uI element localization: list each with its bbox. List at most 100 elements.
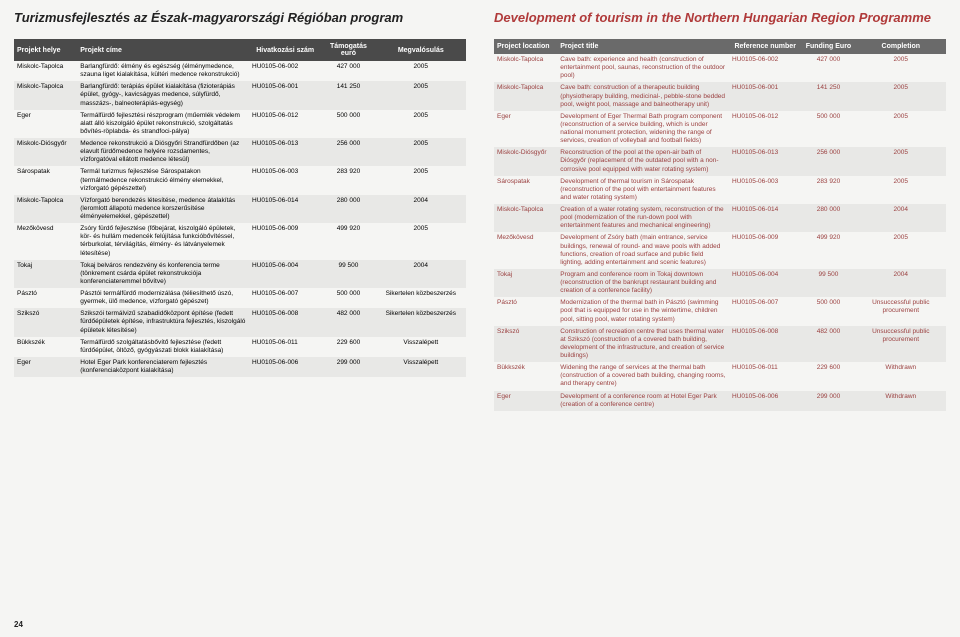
cell-amount: 427 000 xyxy=(801,54,855,82)
cell-title: Development of a conference room at Hote… xyxy=(557,391,729,411)
cell-ref: HU0105-06-001 xyxy=(729,82,801,110)
cell-location: Mezőkövesd xyxy=(494,232,557,269)
cell-ref: HU0105-06-006 xyxy=(729,391,801,411)
cell-amount: 427 000 xyxy=(321,61,375,81)
cell-ref: HU0105-06-008 xyxy=(729,326,801,363)
cell-location: Bükkszék xyxy=(494,362,557,390)
th-amount: Támogatás euró xyxy=(321,39,375,61)
cell-amount: 229 600 xyxy=(801,362,855,390)
table-row: PásztóModernization of the thermal bath … xyxy=(494,297,946,325)
cell-location: Bükkszék xyxy=(14,337,77,357)
th-location: Project location xyxy=(494,39,557,54)
cell-status: Withdrawn xyxy=(856,391,946,411)
cell-ref: HU0105-06-001 xyxy=(249,81,321,109)
cell-status: Unsuccessful public procurement xyxy=(856,326,946,363)
cell-location: Eger xyxy=(14,110,77,138)
cell-amount: 99 500 xyxy=(801,269,855,297)
th-location: Projekt helye xyxy=(14,39,77,61)
cell-ref: HU0105-06-014 xyxy=(249,195,321,223)
table-header-row: Project location Project title Reference… xyxy=(494,39,946,54)
th-title: Project title xyxy=(557,39,729,54)
cell-ref: HU0105-06-002 xyxy=(249,61,321,81)
cell-title: Program and conference room in Tokaj dow… xyxy=(557,269,729,297)
table-row: Miskolc-TapolcaBarlangfürdő: terápiás ép… xyxy=(14,81,466,109)
table-row: Miskolc-TapolcaCreation of a water rotat… xyxy=(494,204,946,232)
th-amount: Funding Euro xyxy=(801,39,855,54)
cell-ref: HU0105-06-004 xyxy=(729,269,801,297)
cell-location: Eger xyxy=(494,111,557,148)
cell-status: 2005 xyxy=(376,110,466,138)
cell-ref: HU0105-06-007 xyxy=(729,297,801,325)
cell-title: Zsóry fürdő fejlesztése (főbejárat, kisz… xyxy=(77,223,249,260)
cell-status: 2005 xyxy=(856,147,946,175)
cell-ref: HU0105-06-011 xyxy=(249,337,321,357)
cell-title: Vízforgató berendezés létesítése, medenc… xyxy=(77,195,249,223)
cell-location: Szikszó xyxy=(494,326,557,363)
cell-ref: HU0105-06-009 xyxy=(249,223,321,260)
table-row: MezőkövesdDevelopment of Zsóry bath (mai… xyxy=(494,232,946,269)
left-panel: Turizmusfejlesztés az Észak-magyarország… xyxy=(0,0,480,637)
cell-ref: HU0105-06-006 xyxy=(249,357,321,377)
th-title: Projekt címe xyxy=(77,39,249,61)
cell-title: Development of Zsóry bath (main entrance… xyxy=(557,232,729,269)
cell-title: Pásztói termálfürdő modernizálása (télie… xyxy=(77,288,249,308)
table-row: BükkszékWidening the range of services a… xyxy=(494,362,946,390)
cell-title: Modernization of the thermal bath in Pás… xyxy=(557,297,729,325)
cell-title: Reconstruction of the pool at the open-a… xyxy=(557,147,729,175)
cell-title: Development of Eger Thermal Bath program… xyxy=(557,111,729,148)
cell-location: Tokaj xyxy=(14,260,77,288)
cell-location: Eger xyxy=(14,357,77,377)
cell-location: Mezőkövesd xyxy=(14,223,77,260)
cell-status: 2005 xyxy=(856,232,946,269)
cell-status: 2005 xyxy=(856,54,946,82)
cell-status: 2004 xyxy=(376,195,466,223)
cell-amount: 499 920 xyxy=(801,232,855,269)
cell-amount: 283 920 xyxy=(801,176,855,204)
cell-location: Miskolc-Tapolca xyxy=(14,81,77,109)
cell-ref: HU0105-06-002 xyxy=(729,54,801,82)
cell-status: 2005 xyxy=(856,82,946,110)
cell-title: Construction of recreation centre that u… xyxy=(557,326,729,363)
right-panel: Development of tourism in the Northern H… xyxy=(480,0,960,637)
cell-amount: 500 000 xyxy=(801,297,855,325)
right-heading: Development of tourism in the Northern H… xyxy=(494,10,946,25)
cell-amount: 499 920 xyxy=(321,223,375,260)
cell-status: 2004 xyxy=(376,260,466,288)
cell-amount: 229 600 xyxy=(321,337,375,357)
cell-amount: 256 000 xyxy=(801,147,855,175)
table-row: EgerHotel Eger Park konferenciaterem fej… xyxy=(14,357,466,377)
cell-amount: 482 000 xyxy=(321,308,375,336)
left-heading: Turizmusfejlesztés az Észak-magyarország… xyxy=(14,10,466,25)
cell-amount: 280 000 xyxy=(321,195,375,223)
table-row: TokajProgram and conference room in Toka… xyxy=(494,269,946,297)
cell-ref: HU0105-06-008 xyxy=(249,308,321,336)
table-row: MezőkövesdZsóry fürdő fejlesztése (főbej… xyxy=(14,223,466,260)
table-row: EgerDevelopment of Eger Thermal Bath pro… xyxy=(494,111,946,148)
cell-amount: 500 000 xyxy=(321,288,375,308)
table-row: PásztóPásztói termálfürdő modernizálása … xyxy=(14,288,466,308)
cell-title: Cave bath: experience and health (constr… xyxy=(557,54,729,82)
cell-status: Sikertelen közbeszerzés xyxy=(376,308,466,336)
cell-ref: HU0105-06-013 xyxy=(249,138,321,166)
table-row: Miskolc-TapolcaBarlangfürdő: élmény és e… xyxy=(14,61,466,81)
table-row: Miskolc-DiósgyőrReconstruction of the po… xyxy=(494,147,946,175)
cell-location: Sárospatak xyxy=(14,166,77,194)
table-row: Miskolc-TapolcaVízforgató berendezés lét… xyxy=(14,195,466,223)
cell-location: Miskolc-Tapolca xyxy=(494,54,557,82)
cell-location: Miskolc-Tapolca xyxy=(14,195,77,223)
cell-amount: 280 000 xyxy=(801,204,855,232)
cell-title: Cave bath: construction of a therapeutic… xyxy=(557,82,729,110)
cell-location: Szikszó xyxy=(14,308,77,336)
cell-title: Development of thermal tourism in Sárosp… xyxy=(557,176,729,204)
cell-status: 2005 xyxy=(376,166,466,194)
cell-status: 2005 xyxy=(376,138,466,166)
cell-ref: HU0105-06-012 xyxy=(729,111,801,148)
th-ref: Hivatkozási szám xyxy=(249,39,321,61)
cell-title: Barlangfürdő: élmény és egészség (élmény… xyxy=(77,61,249,81)
table-header-row: Projekt helye Projekt címe Hivatkozási s… xyxy=(14,39,466,61)
cell-status: 2004 xyxy=(856,204,946,232)
table-row: Miskolc-TapolcaCave bath: construction o… xyxy=(494,82,946,110)
cell-status: Withdrawn xyxy=(856,362,946,390)
table-row: EgerDevelopment of a conference room at … xyxy=(494,391,946,411)
table-row: TokajTokaj belváros rendezvény és konfer… xyxy=(14,260,466,288)
